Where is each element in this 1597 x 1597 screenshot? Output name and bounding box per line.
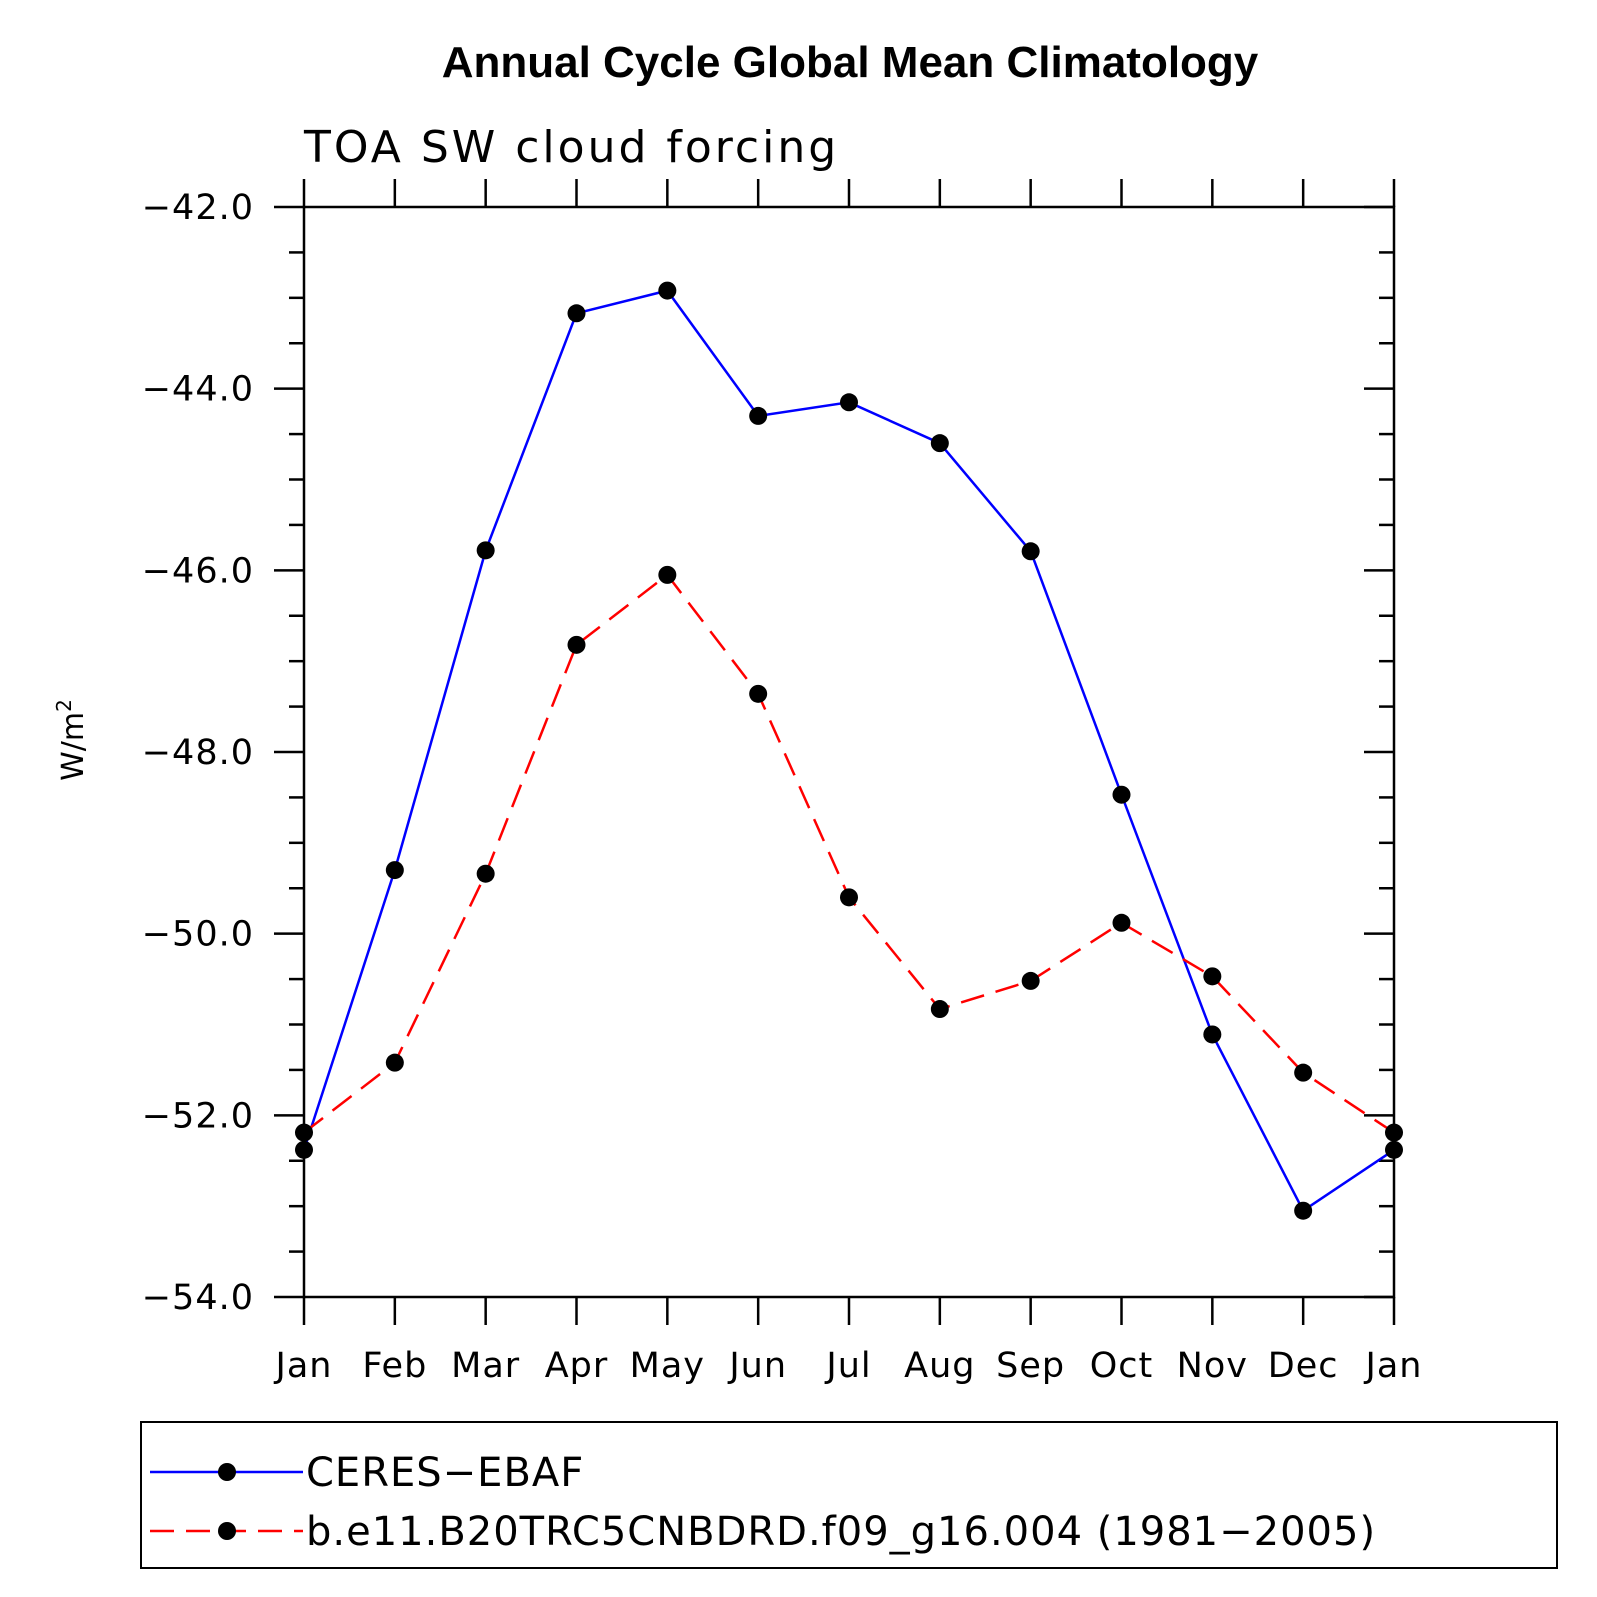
- y-tick-labels: −54.0 −52.0 −50.0 −48.0 −46.0 −44.0 −42.0: [142, 188, 254, 1318]
- series-1-point: [1385, 1140, 1403, 1159]
- legend-marker-2: [218, 1522, 236, 1540]
- series-2-point: [1112, 913, 1131, 932]
- series-1-point: [1294, 1201, 1313, 1220]
- series-1-point: [295, 1140, 313, 1159]
- series-2-point: [1021, 971, 1040, 990]
- legend-label-1: CERES−EBAF: [306, 1450, 584, 1496]
- y-axis-title-base: W/m: [56, 712, 91, 781]
- x-tick-label: Jan: [1364, 1346, 1423, 1386]
- svg-text:W/m2: W/m2: [52, 699, 91, 781]
- y-tick-label: −52.0: [142, 1096, 254, 1136]
- series-1-point: [658, 281, 677, 300]
- x-tick-label: Feb: [362, 1346, 427, 1386]
- y-tick-label: −42.0: [142, 188, 254, 228]
- chart-title: Annual Cycle Global Mean Climatology: [442, 38, 1259, 87]
- series-2-point: [658, 565, 677, 584]
- x-tick-labels: Jan Feb Mar Apr May Jun Jul Aug Sep Oct Nov Dec Jan: [274, 1346, 1423, 1386]
- y-tick-label: −44.0: [142, 370, 254, 410]
- series-2-point: [476, 864, 495, 883]
- series-2-point: [1385, 1123, 1403, 1142]
- x-tick-label: Jun: [727, 1346, 787, 1386]
- x-tick-label: Dec: [1268, 1346, 1339, 1386]
- legend-label-2: b.e11.B20TRC5CNBDRD.f09_g16.004 (1981−20…: [306, 1509, 1376, 1555]
- y-tick-label: −48.0: [142, 733, 254, 773]
- series-1-point: [1112, 785, 1131, 804]
- legend-box: [140, 1421, 1558, 1569]
- legend-marker-1: [218, 1463, 236, 1481]
- x-tick-label: Oct: [1090, 1346, 1154, 1386]
- plot-frame: [302, 205, 1396, 1299]
- series-line-2: [303, 573, 1395, 1134]
- series-2-point: [930, 1000, 949, 1019]
- series-2-point: [567, 635, 586, 654]
- series-1-point: [840, 393, 858, 412]
- series-1-point: [1203, 1025, 1222, 1044]
- series-layer: [295, 281, 1403, 1220]
- series-2-point: [1203, 967, 1222, 986]
- axis-ticks: [274, 179, 1396, 1325]
- series-1-point: [930, 434, 949, 453]
- series-2-point: [840, 888, 858, 907]
- series-2-point: [749, 684, 768, 703]
- series-1-point: [476, 541, 495, 560]
- series-1-point: [567, 304, 586, 323]
- y-tick-label: −54.0: [142, 1278, 254, 1318]
- x-tick-label: Jan: [274, 1346, 333, 1386]
- series-1-point: [385, 861, 404, 880]
- x-tick-label: Nov: [1177, 1346, 1248, 1386]
- legend: CERES−EBAF b.e11.B20TRC5CNBDRD.f09_g16.00…: [150, 1450, 1376, 1555]
- x-tick-label: Apr: [545, 1346, 609, 1386]
- x-tick-label: Aug: [904, 1346, 975, 1386]
- x-tick-label: Jul: [824, 1346, 871, 1386]
- y-axis-title: W/m2: [52, 699, 91, 781]
- series-1-point: [1021, 542, 1040, 561]
- x-tick-label: May: [630, 1346, 705, 1386]
- y-axis-title-superscript: 2: [52, 699, 76, 712]
- x-tick-label: Mar: [451, 1346, 520, 1386]
- series-2-point: [1294, 1063, 1313, 1082]
- y-tick-label: −50.0: [142, 915, 254, 955]
- series-2-point: [385, 1053, 404, 1072]
- chart-subtitle: TOA SW cloud forcing: [303, 122, 839, 173]
- series-line-1: [302, 289, 1395, 1213]
- y-tick-label: −46.0: [142, 551, 254, 591]
- x-tick-label: Sep: [996, 1346, 1065, 1386]
- series-2-point: [295, 1123, 313, 1142]
- series-1-point: [749, 406, 768, 425]
